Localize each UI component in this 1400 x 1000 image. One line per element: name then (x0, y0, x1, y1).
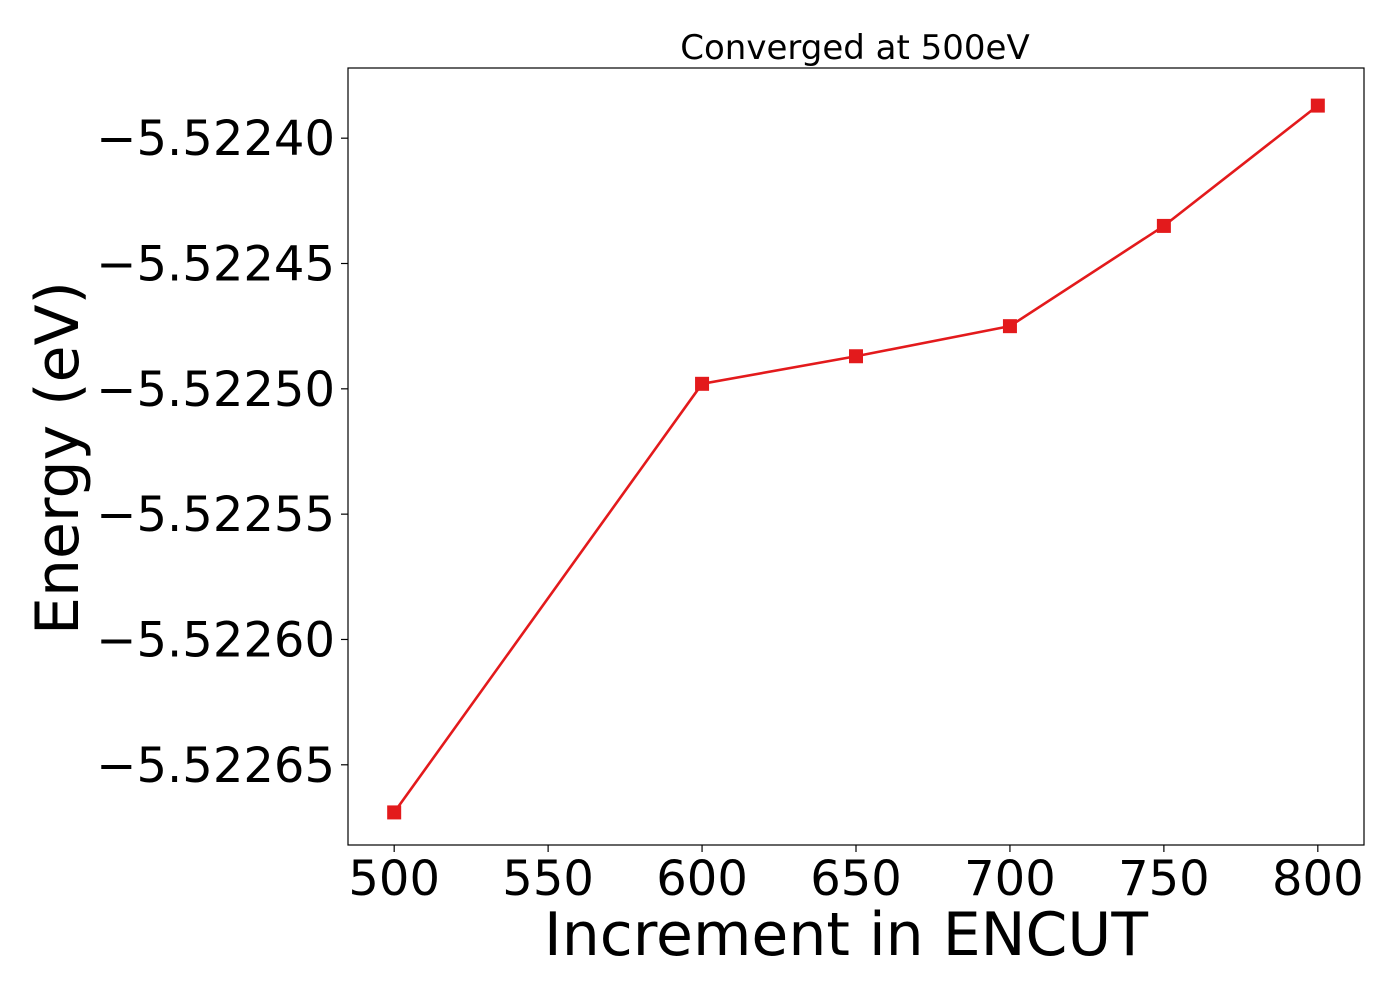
x-tick-label: 500 (348, 851, 440, 907)
plot-area-frame (347, 67, 1365, 846)
x-tick-label: 700 (964, 851, 1056, 907)
y-axis-label: Energy (eV) (23, 281, 93, 635)
data-point-marker (1002, 319, 1017, 334)
y-tick-label: −5.52245 (96, 237, 335, 293)
data-point-marker (387, 805, 402, 820)
chart-title: Converged at 500eV (680, 28, 1029, 68)
data-point-marker (1156, 218, 1171, 233)
x-tick-label: 650 (810, 851, 902, 907)
x-axis: 500 550 600 650 700 750 800 (348, 845, 1364, 907)
series-line (393, 104, 1319, 814)
series-layer (387, 98, 1325, 820)
y-tick-label: −5.52240 (96, 111, 335, 167)
x-axis-label: Increment in ENCUT (544, 900, 1148, 970)
data-point-marker (695, 376, 710, 391)
x-tick-label: 550 (502, 851, 594, 907)
y-tick-label: −5.52255 (96, 487, 335, 543)
x-tick-label: 750 (1118, 851, 1210, 907)
x-tick-label: 600 (656, 851, 748, 907)
y-axis: −5.52265 −5.52260 −5.52255 −5.52250 −5.52245… (96, 111, 348, 794)
y-tick-label: −5.52265 (96, 738, 335, 794)
data-point-marker (1310, 98, 1325, 113)
y-tick-label: −5.52260 (96, 612, 335, 668)
x-tick-label: 800 (1272, 851, 1364, 907)
data-point-marker (849, 349, 863, 364)
y-tick-label: −5.52250 (96, 362, 335, 418)
